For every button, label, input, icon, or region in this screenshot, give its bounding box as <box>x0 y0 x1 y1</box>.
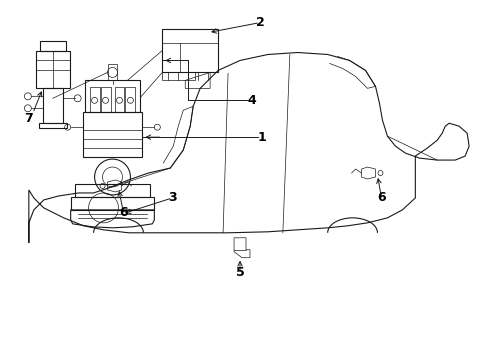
Text: 2: 2 <box>256 16 264 29</box>
Text: 3: 3 <box>168 192 176 204</box>
Text: 5: 5 <box>236 266 245 279</box>
Text: 4: 4 <box>247 94 256 107</box>
Text: 1: 1 <box>258 131 266 144</box>
Text: 6: 6 <box>119 206 128 219</box>
Text: 7: 7 <box>24 112 33 125</box>
Text: 6: 6 <box>377 192 386 204</box>
